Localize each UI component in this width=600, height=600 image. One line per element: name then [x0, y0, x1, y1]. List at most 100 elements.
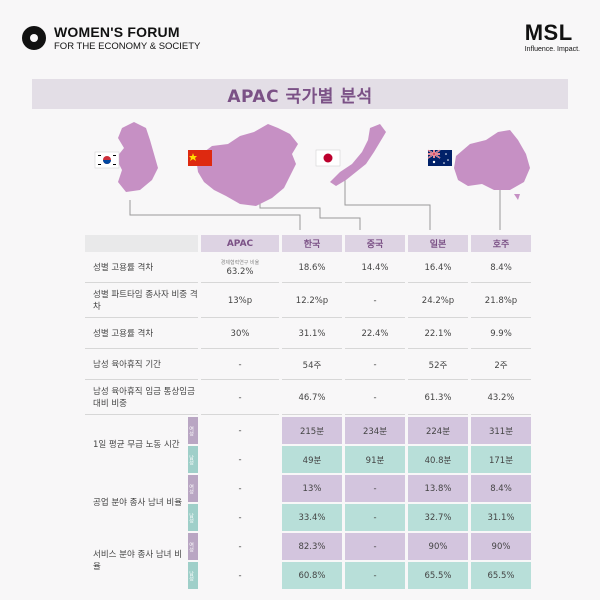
table-cell: 82.3% — [282, 533, 342, 560]
table-cell: 54주 — [282, 351, 342, 380]
table-row-female: 공업 분야 종사 남녀 비율 여성 - 13% - 13.8% 8.4% — [85, 475, 531, 508]
table-row-male: 남성 - 60.8% - 65.5% 65.5% — [85, 562, 531, 589]
table-cell: 215분 — [282, 417, 342, 444]
table-cell: - — [345, 504, 405, 531]
australia-flag-icon — [427, 149, 452, 166]
womens-forum-subtitle: FOR THE ECONOMY & SOCIETY — [54, 41, 201, 52]
row-label: 남성 육아휴직 임금 통상임금 대비 비중 — [85, 382, 198, 415]
table-cell: - — [238, 570, 242, 581]
table-cell: - — [238, 512, 242, 523]
table-cell: 52주 — [408, 351, 468, 380]
table-cell: 24.2%p — [408, 285, 468, 318]
table-row-female: 서비스 분야 종사 남녀 비율 여성 - 82.3% - 90% 90% — [85, 533, 531, 572]
table-cell: 12.2%p — [282, 285, 342, 318]
table-cell: 40.8분 — [408, 446, 468, 473]
table-row-female: 1일 평균 무급 노동 시간 여성 - 215분 234분 224분 311분 — [85, 417, 531, 450]
header: WOMEN'S FORUM FOR THE ECONOMY & SOCIETY … — [0, 0, 600, 70]
table-header-row: APAC 한국 중국 일본 호주 — [85, 235, 531, 252]
table-cell: 65.5% — [408, 562, 468, 589]
table-cell: 13.8% — [408, 475, 468, 502]
table-cell: 18.6% — [282, 254, 342, 283]
table-cell: - — [345, 562, 405, 589]
table-cell: 60.8% — [282, 562, 342, 589]
table-row-male: 남성 - 33.4% - 32.7% 31.1% — [85, 504, 531, 531]
korea-flag-icon — [94, 151, 120, 169]
row-label: 성별 고용률 격차 — [85, 320, 198, 349]
table-cell: 31.1% — [282, 320, 342, 349]
table-cell: 30% — [201, 320, 279, 349]
table-cell: 46.7% — [282, 382, 342, 415]
male-tag: 남성 — [188, 504, 198, 531]
msl-logo: MSL Influence. Impact. — [525, 20, 580, 53]
table-cell: 8.4% — [471, 475, 531, 502]
column-header-apac: APAC — [201, 235, 279, 252]
table-cell: 경제협력연구 비율 63.2% — [201, 254, 279, 283]
japan-map — [330, 124, 386, 186]
table-cell: - — [201, 351, 279, 380]
table-cell: 9.9% — [471, 320, 531, 349]
column-header-korea: 한국 — [282, 235, 342, 252]
column-header-australia: 호주 — [471, 235, 531, 252]
table-cell: 91분 — [345, 446, 405, 473]
table-cell: 65.5% — [471, 562, 531, 589]
table-cell: 32.7% — [408, 504, 468, 531]
table-cell: 2주 — [471, 351, 531, 380]
table-row: 성별 파트타임 종사자 비중 격차 13%p 12.2%p - 24.2%p 2… — [85, 285, 531, 318]
country-comparison-table: APAC 한국 중국 일본 호주 성별 고용률 격차 경제협력연구 비율 63.2… — [82, 233, 534, 591]
table-cell: 22.4% — [345, 320, 405, 349]
table-cell: - — [345, 533, 405, 560]
womens-forum-logo-icon — [22, 26, 46, 50]
table-cell: 61.3% — [408, 382, 468, 415]
table-cell: 311분 — [471, 417, 531, 444]
table-cell: - — [238, 454, 242, 465]
table-cell: 234분 — [345, 417, 405, 444]
table-cell: - — [238, 541, 242, 552]
table-cell: 8.4% — [471, 254, 531, 283]
row-label: 성별 파트타임 종사자 비중 격차 — [85, 285, 198, 318]
table-cell: 171분 — [471, 446, 531, 473]
womens-forum-logo: WOMEN'S FORUM FOR THE ECONOMY & SOCIETY — [22, 24, 200, 52]
womens-forum-title: WOMEN'S FORUM — [54, 24, 180, 40]
msl-title: MSL — [524, 20, 573, 45]
column-header-china: 중국 — [345, 235, 405, 252]
msl-subtitle: Influence. Impact. — [524, 46, 580, 53]
table-cell: 16.4% — [408, 254, 468, 283]
japan-flag-icon — [315, 149, 341, 167]
row-label: 1일 평균 무급 노동 시간 — [93, 440, 180, 450]
table-row-male: 남성 - 49분 91분 40.8분 171분 — [85, 446, 531, 473]
row-label: 서비스 분야 종사 남녀 비율 — [93, 550, 183, 572]
table-row: 남성 육아휴직 기간 - 54주 - 52주 2주 — [85, 351, 531, 380]
table-cell: 90% — [408, 533, 468, 560]
table-cell: 33.4% — [282, 504, 342, 531]
country-maps — [94, 122, 530, 230]
header-blank-cell — [85, 235, 198, 252]
table-row: 성별 고용률 격차 30% 31.1% 22.4% 22.1% 9.9% — [85, 320, 531, 349]
page-title: APAC 국가별 분석 — [227, 86, 373, 107]
table-cell: 21.8%p — [471, 285, 531, 318]
row-label: 성별 고용률 격차 — [85, 254, 198, 283]
table-cell: 49분 — [282, 446, 342, 473]
female-tag: 여성 — [188, 475, 198, 502]
female-tag: 여성 — [188, 417, 198, 444]
table-cell: 13% — [282, 475, 342, 502]
table-cell: 224분 — [408, 417, 468, 444]
australia-map — [454, 130, 530, 190]
male-tag: 남성 — [188, 446, 198, 473]
row-label: 남성 육아휴직 기간 — [85, 351, 198, 380]
china-map — [196, 124, 298, 206]
table-cell: 43.2% — [471, 382, 531, 415]
apac-note: 경제협력연구 비율 — [220, 260, 260, 266]
table-cell: 14.4% — [345, 254, 405, 283]
table-cell: 90% — [471, 533, 531, 560]
table-cell: - — [201, 382, 279, 415]
korea-map — [116, 122, 158, 192]
male-tag: 남성 — [188, 562, 198, 589]
table-cell: 31.1% — [471, 504, 531, 531]
table-cell: 13%p — [201, 285, 279, 318]
china-flag-icon — [188, 150, 212, 166]
table-row: 남성 육아휴직 임금 통상임금 대비 비중 - 46.7% - 61.3% 43… — [85, 382, 531, 415]
row-label: 공업 분야 종사 남녀 비율 — [93, 498, 183, 508]
title-banner: APAC 국가별 분석 — [32, 79, 568, 109]
table-cell: 22.1% — [408, 320, 468, 349]
table-cell: - — [345, 475, 405, 502]
